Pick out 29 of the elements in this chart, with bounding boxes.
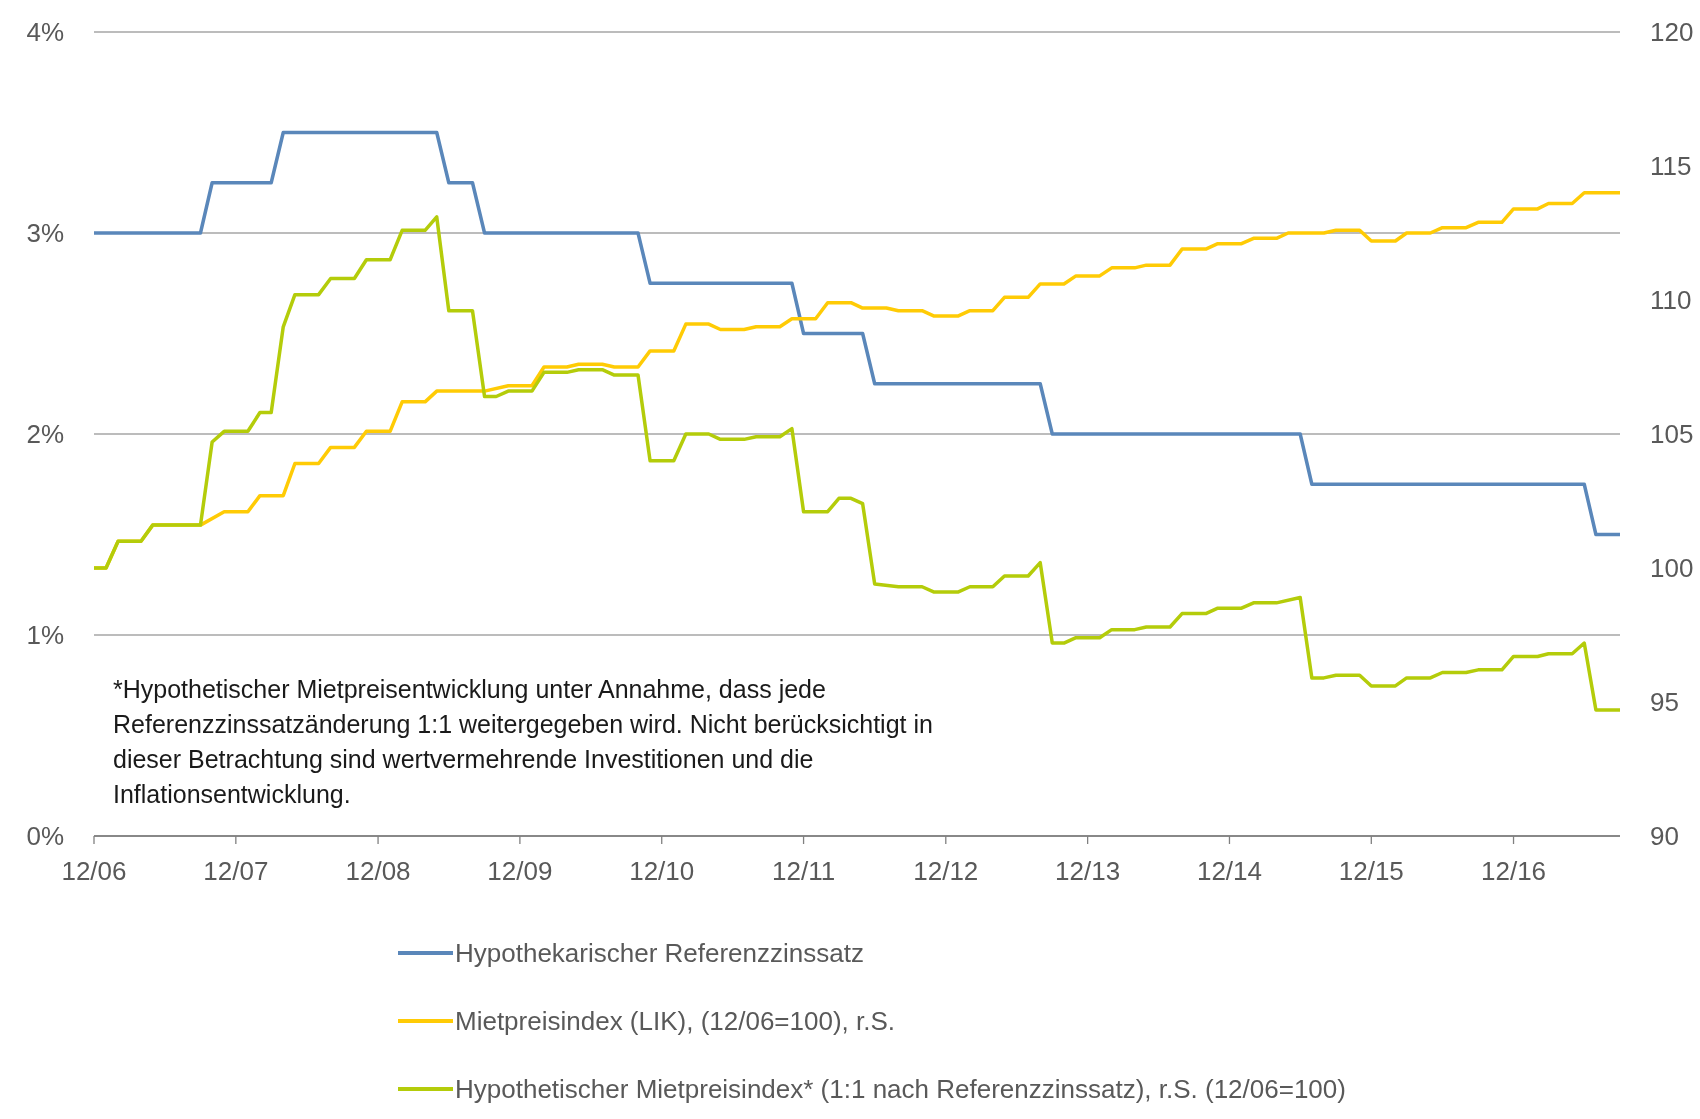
- y-tick-label: 4%: [26, 17, 64, 47]
- x-tick-label: 12/09: [487, 856, 553, 886]
- legend-label: Hypothekarischer Referenzzinssatz: [455, 938, 864, 968]
- y2-tick-label: 100: [1650, 553, 1694, 583]
- legend-label: Mietpreisindex (LIK), (12/06=100), r.S.: [455, 1006, 896, 1036]
- x-tick-label: 12/15: [1338, 856, 1404, 886]
- x-tick-label: 12/12: [913, 856, 979, 886]
- y2-tick-label: 115: [1650, 151, 1692, 181]
- x-tick-label: 12/14: [1196, 856, 1262, 886]
- x-tick-label: 12/13: [1055, 856, 1121, 886]
- line-series: [92, 130, 1622, 537]
- y-tick-label: 3%: [26, 218, 64, 248]
- x-tick-label: 12/16: [1480, 856, 1547, 886]
- x-tick-label: 12/11: [772, 856, 836, 886]
- y2-tick-label: 120: [1650, 17, 1694, 47]
- y-tick-label: 1%: [26, 620, 64, 650]
- y2-tick-label: 110: [1650, 285, 1692, 315]
- y2-tick-label: 105: [1650, 419, 1694, 449]
- y2-tick-label: 95: [1650, 687, 1679, 717]
- legend-label: Hypothetischer Mietpreisindex* (1:1 nach Referenzzinssatz), r.S. (12/06=100): [455, 1074, 1346, 1104]
- x-tick-label: 12/08: [345, 856, 411, 886]
- x-tick-label: 12/10: [629, 856, 695, 886]
- y2-tick-label: 90: [1650, 821, 1679, 851]
- x-tick-label: 12/06: [61, 856, 127, 886]
- line-series: [92, 215, 1622, 712]
- y-tick-label: 0%: [26, 821, 64, 851]
- x-tick-label: 12/07: [203, 856, 269, 886]
- y-tick-label: 2%: [26, 419, 64, 449]
- annotation: *Hypothetischer Mietpreisentwicklung unter Annahme, dass jede Referenzzinssatzänderung 1:1 weitergegeben wird. Nicht berücksichtigt in dieser Betrachtung sind wertvermehrende Investitionen und die Inflationsentwicklung.: [113, 675, 933, 808]
